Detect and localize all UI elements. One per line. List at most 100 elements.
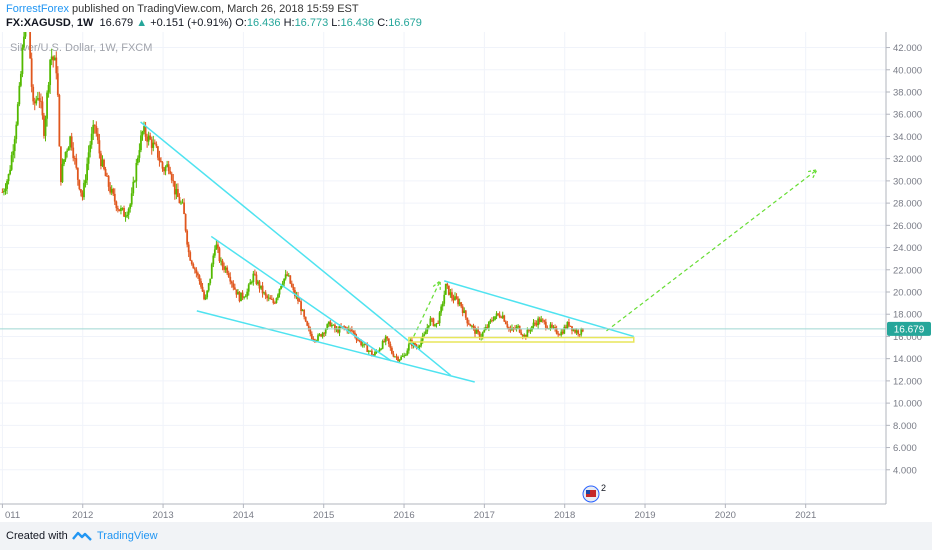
- candle-body: [257, 281, 259, 284]
- candle-body: [95, 126, 98, 134]
- candle-body: [581, 328, 584, 332]
- candle-body: [123, 207, 125, 217]
- low-label: L:: [331, 17, 341, 29]
- candle-body: [130, 193, 133, 205]
- candle-body: [304, 316, 307, 322]
- candle-body: [434, 324, 436, 326]
- candle-body: [150, 139, 153, 148]
- candle-body: [56, 73, 59, 96]
- price-change: +0.151 (+0.91%): [150, 17, 233, 29]
- candle-body: [250, 282, 253, 283]
- author-link[interactable]: ForrestForex: [6, 3, 69, 15]
- candle-body: [173, 181, 176, 195]
- last-price: 16.679: [99, 17, 134, 29]
- candle-body: [375, 351, 378, 353]
- time-axis[interactable]: 011 2012 2013 2014 2015 2016 2017 2018 2019 2020 2…: [1, 504, 816, 520]
- svg-text:2: 2: [601, 483, 606, 493]
- candle-body: [298, 301, 301, 302]
- y-tick-label: 36.000: [893, 110, 922, 121]
- footer: Created with TradingView: [0, 522, 932, 550]
- candle-body: [64, 151, 67, 160]
- candle-body: [60, 146, 62, 183]
- candle-body: [175, 189, 178, 195]
- candle-body: [483, 330, 486, 333]
- candle-body: [506, 324, 509, 328]
- candle-body: [89, 144, 92, 153]
- candle-body: [403, 355, 406, 357]
- event-flag-icon[interactable]: 2: [582, 483, 606, 503]
- candle-body: [329, 321, 332, 327]
- candle-body: [224, 267, 227, 270]
- candle-body: [566, 321, 569, 329]
- candle-body: [426, 327, 429, 332]
- candle-body: [441, 303, 444, 307]
- candle-body: [374, 352, 376, 356]
- candle-body: [414, 343, 416, 347]
- candle-body: [472, 325, 475, 328]
- candle-body: [104, 168, 107, 177]
- ohlc-line: FX:XAGUSD, 1W 16.679 ▲ +0.151 (+0.91%) O…: [6, 17, 422, 29]
- candle-body: [263, 292, 266, 294]
- price-tag: 16.679: [887, 321, 931, 336]
- candle-body: [337, 328, 339, 333]
- candle-body: [446, 283, 449, 286]
- candle-body: [217, 244, 219, 249]
- candle-body: [238, 291, 241, 302]
- candle-body: [132, 181, 135, 194]
- candles: [1, 32, 584, 363]
- drawings: [0, 121, 886, 383]
- candle-body: [387, 338, 390, 344]
- candle-body: [350, 329, 353, 331]
- candle-body: [461, 306, 464, 313]
- candle-body: [310, 333, 313, 340]
- candle-body: [435, 323, 438, 325]
- candle-body: [15, 124, 18, 140]
- candle-body: [552, 327, 555, 328]
- candle-body: [30, 58, 33, 87]
- candle-body: [332, 324, 335, 326]
- candle-body: [218, 248, 221, 262]
- candle-body: [432, 318, 435, 326]
- candle-body: [107, 176, 110, 187]
- candle-body: [281, 283, 284, 286]
- candle-body: [169, 171, 172, 174]
- candle-body: [440, 306, 443, 313]
- y-tick-label: 4.000: [893, 465, 917, 476]
- candle-body: [515, 326, 518, 330]
- candle-body: [230, 281, 233, 284]
- tradingview-link[interactable]: TradingView: [97, 530, 158, 542]
- candle-body: [229, 276, 232, 282]
- candle-body: [449, 292, 452, 295]
- x-tick-label: 2014: [233, 510, 254, 520]
- candle-body: [160, 160, 162, 163]
- candle-body: [47, 85, 50, 93]
- candle-body: [186, 230, 189, 245]
- candle-body: [155, 143, 158, 147]
- candle-body: [354, 332, 356, 337]
- high-value: 16.773: [294, 17, 329, 29]
- candle-body: [221, 260, 224, 267]
- tradingview-logo-icon[interactable]: [72, 529, 92, 543]
- candle-body: [29, 32, 32, 59]
- candle-body: [290, 283, 293, 287]
- candle-body: [127, 208, 130, 215]
- candle-body: [294, 290, 296, 297]
- candle-body: [520, 332, 523, 335]
- candle-body: [270, 299, 273, 300]
- candle-body: [495, 313, 498, 317]
- y-tick-label: 40.000: [893, 65, 922, 76]
- candle-body: [370, 350, 373, 355]
- y-tick-label: 30.000: [893, 176, 922, 187]
- candle-body: [486, 327, 489, 328]
- candle-body: [306, 321, 309, 326]
- y-tick-label: 6.000: [893, 443, 917, 454]
- price-chart[interactable]: Silver/U.S. Dollar, 1W, FXCM 42.000 40.00…: [0, 32, 932, 520]
- candle-body: [492, 319, 495, 321]
- candle-body: [454, 296, 456, 301]
- created-with-label: Created with: [6, 530, 68, 542]
- support-zone: [408, 336, 635, 343]
- candle-body: [110, 188, 113, 193]
- price-axis[interactable]: 42.000 40.000 38.000 36.000 34.000 32.000 30.0…: [886, 43, 922, 476]
- candle-body: [392, 353, 395, 357]
- trendline: [443, 280, 634, 338]
